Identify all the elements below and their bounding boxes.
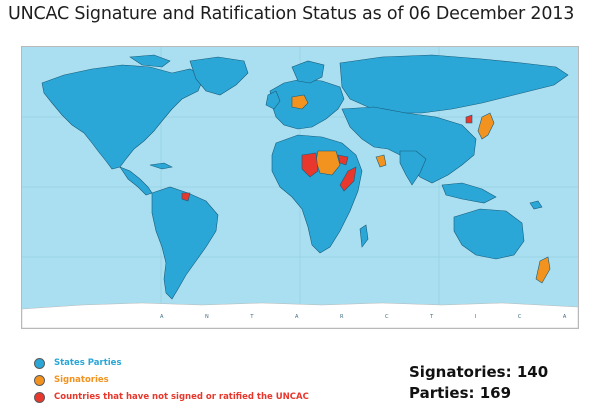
parties-count: Parties: 169 xyxy=(409,384,512,402)
signatories-land xyxy=(291,94,551,284)
southeast-asia xyxy=(441,182,497,204)
world-map xyxy=(21,46,579,329)
new-zealand xyxy=(535,256,551,284)
legend: States Parties Signatories Countries tha… xyxy=(34,356,309,407)
legend-label-states-parties: States Parties xyxy=(54,358,122,368)
british-isles xyxy=(265,90,281,110)
greenland xyxy=(189,56,249,96)
antarctica-label: A N T A R C T I C A xyxy=(160,314,587,320)
legend-label-not-signed: Countries that have not signed or ratifi… xyxy=(54,392,309,402)
scandinavia xyxy=(291,60,325,84)
antarctica xyxy=(22,302,578,328)
stats-panel: Signatories: 140 Parties: 169 xyxy=(409,362,548,404)
madagascar xyxy=(359,224,369,248)
states-parties-swatch-icon xyxy=(34,357,45,369)
oman xyxy=(375,154,387,168)
pacific-islands xyxy=(529,200,543,210)
world-map-svg xyxy=(22,47,578,328)
north-america xyxy=(41,64,205,170)
arctic-islands xyxy=(129,54,171,68)
not-signed-swatch-icon xyxy=(34,391,45,403)
caribbean xyxy=(149,162,173,170)
somalia xyxy=(339,166,357,192)
not-signed-land xyxy=(181,114,473,202)
legend-label-signatories: Signatories xyxy=(54,375,109,385)
legend-item-states-parties: States Parties xyxy=(34,356,309,370)
germany xyxy=(291,94,309,110)
chad xyxy=(301,152,319,178)
north-asia xyxy=(339,54,569,114)
signatories-count: Signatories: 140 xyxy=(409,363,549,381)
south-america xyxy=(151,186,219,300)
eritrea xyxy=(337,154,349,166)
legend-item-not-signed: Countries that have not signed or ratifi… xyxy=(34,390,309,404)
map-title: UNCAC Signature and Ratification Status … xyxy=(8,4,575,24)
signatories-swatch-icon xyxy=(34,374,45,386)
australia xyxy=(453,208,525,260)
legend-item-signatories: Signatories xyxy=(34,373,309,387)
japan xyxy=(477,112,495,140)
india xyxy=(399,150,427,186)
asia xyxy=(341,106,477,184)
suriname xyxy=(181,192,191,202)
north-korea xyxy=(465,114,473,124)
